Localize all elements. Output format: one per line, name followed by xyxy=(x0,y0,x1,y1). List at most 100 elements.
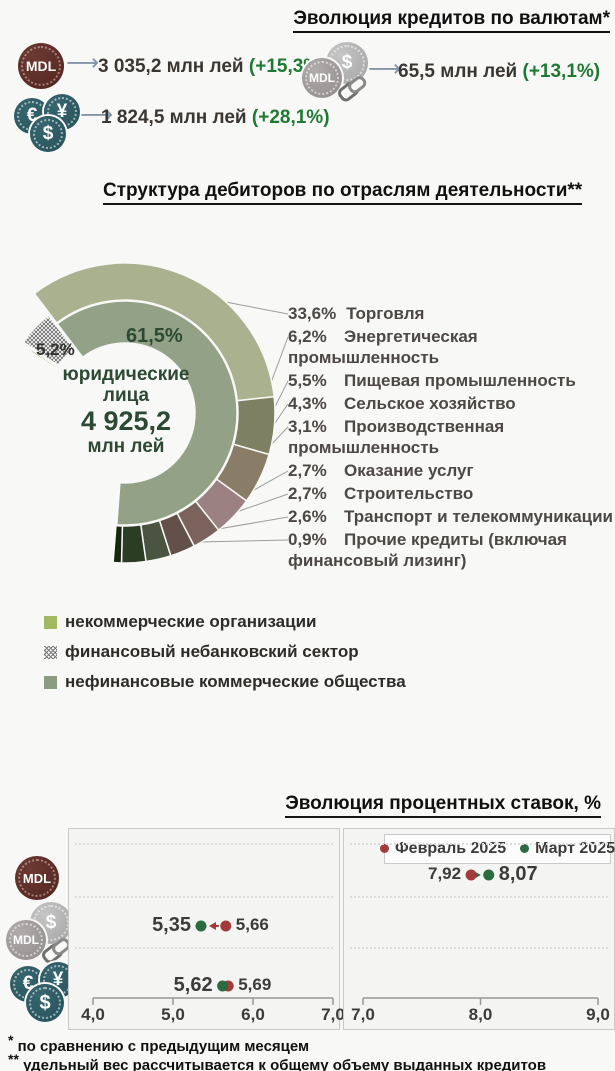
donut-outer-segment xyxy=(120,524,147,564)
march-dot xyxy=(483,869,495,881)
industry-name: Оказание услуг xyxy=(344,461,474,480)
axis-tick-label: 7,0 xyxy=(351,1005,375,1024)
gridline xyxy=(350,947,608,949)
industry-percent: 2,7% xyxy=(288,461,327,480)
rate-value-label: 5,35 xyxy=(152,914,191,936)
arrow-right-icon: ⟶ xyxy=(66,50,99,76)
legend-label: некоммерческие организации xyxy=(65,612,317,631)
industry-name: Пищевая промышленность xyxy=(344,371,576,390)
industry-label-list: 33,6% Торговля 6,2% Энергетическая промышле… xyxy=(288,303,615,571)
industry-label-row: 33,6% Торговля xyxy=(288,303,615,324)
mdl-coin-label: MDL xyxy=(22,870,52,886)
footnote-1: * по сравнению с предыдущим месяцем xyxy=(8,1032,309,1055)
donut-inner-segment xyxy=(56,300,238,526)
industry-label-row: 6,2% Энергетическая промышленность xyxy=(288,326,615,368)
debtors-donut-chart xyxy=(22,262,289,564)
march-dot xyxy=(195,920,207,932)
rate-value-label: 7,92 xyxy=(428,864,462,883)
foreign-credit-value: 1 824,5 млн лей (+28,1%) xyxy=(101,107,330,129)
center-line1: юридические xyxy=(62,364,190,385)
mdl-usd-linked-coins-icon: $ MDL xyxy=(302,42,368,104)
footnote-text: удельный вес рассчитывается к общему объ… xyxy=(23,1057,547,1071)
donut-inner-segment xyxy=(30,349,69,376)
donut-outer-segment xyxy=(33,262,275,402)
gridline xyxy=(75,896,333,898)
footnote-marker: ** xyxy=(8,1051,19,1067)
axis-tick-label: 7,0 xyxy=(321,1005,345,1024)
industry-label-row: 3,1% Производственная промышленность xyxy=(288,416,615,458)
industry-name: Строительство xyxy=(344,484,474,503)
mdl-credit-value: 3 035,2 млн лей (+15,3%) xyxy=(98,56,327,78)
rate-value-label: 8,07 xyxy=(498,863,538,885)
industry-label-row: 2,7% Оказание услуг xyxy=(288,460,615,481)
industry-label-row: 2,7% Строительство xyxy=(288,483,615,504)
mdl-gray-coin-icon: MDL xyxy=(6,920,46,960)
industry-label-row: 4,3% Сельское хозяйство xyxy=(288,393,615,414)
usd-symbol: $ xyxy=(39,991,51,1014)
donut-inner-segment xyxy=(22,314,76,367)
center-line2: лица xyxy=(102,385,150,406)
industry-label-row: 0,9% Прочие кредиты (включая финансовый л… xyxy=(288,529,615,571)
february-dot xyxy=(465,869,477,881)
february-dot xyxy=(220,920,232,932)
rates-plot-area xyxy=(362,869,599,1005)
industry-percent: 6,2% xyxy=(288,327,327,346)
gridline xyxy=(350,843,608,845)
footnote-text: по сравнению с предыдущим месяцем xyxy=(17,1038,310,1055)
february-dot-icon xyxy=(380,844,390,853)
foreign-currency-coins-icon: € ¥ $ xyxy=(10,960,90,1022)
foreign-credit-change: (+28,1%) xyxy=(251,107,330,128)
industry-percent: 0,9% xyxy=(288,530,327,549)
industry-name: Прочие кредиты (включая финансовый лизин… xyxy=(288,530,567,570)
mdl-coin-label: MDL xyxy=(25,58,57,74)
industry-label-row: 5,5% Пищевая промышленность xyxy=(288,370,615,391)
industry-percent: 33,6% xyxy=(288,304,337,323)
hatch-share-label: 5,2% xyxy=(36,340,75,359)
mdl-coin-icon: MDL xyxy=(18,43,64,89)
industry-name: Производственная промышленность xyxy=(288,417,505,457)
legend-item-nonfinancial: нефинансовые коммерческие общества xyxy=(44,672,406,692)
mdl-usd-linked-coins-icon: $ MDL xyxy=(6,902,72,966)
usd-symbol: $ xyxy=(45,912,57,933)
usd-teal-coin-icon: $ xyxy=(26,984,64,1022)
major-share-label: 61,5% xyxy=(126,325,183,347)
rates-panel-left: 4,0 5,0 6,0 7,0 5,35 5,66 5,62 5,69 xyxy=(68,828,345,1030)
donut-center-label: юридические лица 4 925,2 млн лей xyxy=(40,364,212,457)
march-dot xyxy=(217,980,229,992)
mdl-coin-icon: MDL xyxy=(15,856,59,900)
center-unit: млн лей xyxy=(87,436,165,457)
axis-tick-label: 9,0 xyxy=(586,1005,610,1024)
donut-outer-segment xyxy=(112,524,124,564)
industry-percent: 5,5% xyxy=(288,371,327,390)
usd-teal-coin-icon: $ xyxy=(30,116,66,152)
linked-credit-value: 65,5 млн лей (+13,1%) xyxy=(398,61,600,83)
industry-percent: 3,1% xyxy=(288,417,327,436)
axis-tick-label: 8,0 xyxy=(468,1005,493,1024)
rates-panel-right: Февраль 2025 Март 2025 7,0 8,0 9,0 7,92 8,07 xyxy=(343,828,615,1030)
mdl-symbol: MDL xyxy=(309,71,335,85)
industry-percent: 2,7% xyxy=(288,484,327,503)
section-title-rates: Эволюция процентных ставок, % xyxy=(285,793,601,818)
foreign-currency-coins-icon: € ¥ $ xyxy=(14,94,94,152)
mdl-symbol: MDL xyxy=(13,933,39,947)
foreign-credit-amount: 1 824,5 млн лей xyxy=(101,107,247,128)
section-title-currencies: Эволюция кредитов по валютам* xyxy=(293,8,610,33)
legend-label: финансовый небанковский сектор xyxy=(65,642,359,661)
axis-tick-label: 5,0 xyxy=(161,1005,185,1024)
gridline xyxy=(75,947,333,949)
legend-swatch xyxy=(44,645,57,659)
industry-label-row: 2,6% Транспорт и телекоммуникации xyxy=(288,506,615,527)
center-value: 4 925,2 xyxy=(80,406,172,436)
arrow-right-icon: ⟶ xyxy=(368,56,401,82)
usd-symbol: $ xyxy=(42,123,54,144)
rate-value-label: 5,62 xyxy=(173,974,213,996)
march-dot-icon xyxy=(520,844,530,853)
mdl-gray-coin-icon: MDL xyxy=(302,58,342,98)
donut-legend: некоммерческие организации финансовый не… xyxy=(44,612,406,702)
rates-plot-area xyxy=(92,920,334,1005)
gridline xyxy=(75,843,333,845)
industry-percent: 2,6% xyxy=(288,507,327,526)
usd-symbol: $ xyxy=(341,52,353,73)
linked-credit-change: (+13,1%) xyxy=(522,61,601,82)
